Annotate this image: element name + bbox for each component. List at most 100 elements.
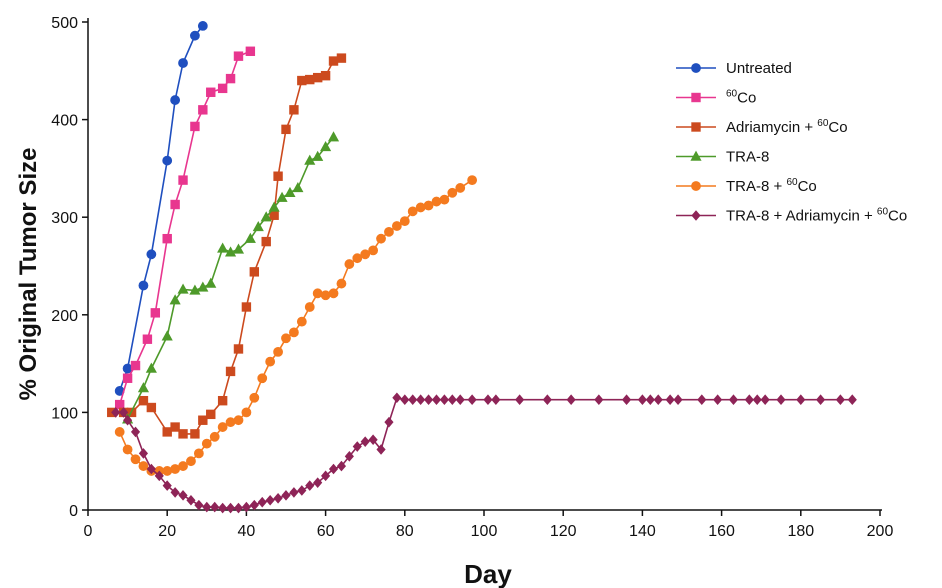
data-point [321,470,331,482]
data-point [225,502,236,514]
legend-marker [690,150,702,161]
x-axis-title: Day [464,559,512,588]
data-point [206,409,216,420]
data-point [384,226,394,237]
data-point [320,141,332,152]
data-point [260,211,272,222]
data-point [344,451,354,462]
data-point [198,105,208,115]
x-axis-ticks: 0 20 40 60 80 100 120 140 160 180 200 [84,510,893,540]
x-tick-label: 100 [471,523,498,540]
data-point [162,480,172,491]
data-point [201,438,212,449]
data-point [665,394,675,406]
data-point [320,70,331,81]
data-point [249,267,260,277]
data-point [202,501,212,513]
y-tick-label: 100 [51,405,78,422]
data-point [352,441,362,452]
legend-item: TRA-8 [676,149,769,166]
y-axis-ticks: 0 100 200 300 400 500 [51,15,88,520]
series-line [118,50,251,405]
data-point [594,394,604,406]
data-point [431,394,442,406]
legend-item: TRA-8 + 60Co [676,177,817,195]
series-60co [114,46,256,410]
data-point [423,394,434,406]
data-point [408,394,418,406]
data-point [186,456,196,467]
series-adriamycin-60co [107,53,347,439]
data-point [752,394,762,406]
legend-item: TRA-8 + Adriamycin + 60Co [676,207,907,225]
data-point [178,175,188,185]
data-point [186,494,196,506]
data-point [190,429,200,439]
data-point [653,394,663,406]
data-point [162,155,173,166]
data-point [376,444,386,455]
data-point [336,460,347,472]
legend-item: 60Co [676,89,756,107]
data-point [119,407,129,418]
data-point [728,394,739,406]
data-point [360,436,370,447]
data-point [162,233,172,244]
data-point [352,253,363,264]
data-point [312,150,324,161]
legend-label: TRA-8 + Adriamycin + 60Co [726,207,907,225]
data-point [467,394,477,406]
data-point [244,232,256,243]
legend-marker [691,181,701,191]
data-point [455,183,466,193]
legend-superscript: 60 [726,89,738,100]
data-point [416,394,426,406]
legend-superscript: 60 [877,207,889,218]
data-point [249,499,259,511]
series-layer [107,21,857,514]
data-point [713,394,723,406]
data-point [137,382,150,393]
series-line [115,396,853,509]
data-point [328,56,339,66]
data-point [491,394,501,406]
data-point [289,327,299,338]
data-point [233,502,244,514]
data-point [281,490,291,501]
legend-superscript: 60 [786,177,798,188]
data-point [312,72,323,83]
legend-label: 60Co [726,89,756,107]
data-point [177,283,189,294]
data-point [146,463,156,475]
data-point [400,394,410,406]
data-point [297,485,307,496]
legend-label: Adriamycin + 60Co [726,118,848,136]
data-point [257,496,267,508]
data-point [423,200,434,211]
data-point [257,373,268,384]
data-point [273,171,283,181]
y-tick-label: 400 [51,113,78,130]
data-point [217,422,228,432]
data-point [268,201,280,212]
data-point [467,175,478,186]
data-point [178,490,188,501]
data-point [241,501,251,513]
data-point [447,187,458,198]
legend-superscript: 60 [817,118,829,129]
data-point [225,73,236,84]
data-point [376,233,386,244]
data-point [205,277,217,288]
data-point [439,194,450,205]
data-point [336,278,347,289]
data-point [304,302,315,312]
data-point [455,394,465,406]
data-point [130,426,141,438]
data-point [566,394,576,406]
data-point [368,245,379,256]
data-point [209,431,220,442]
x-tick-label: 0 [84,523,93,540]
data-point [265,356,276,367]
data-point [154,470,164,482]
series-line [126,136,335,420]
